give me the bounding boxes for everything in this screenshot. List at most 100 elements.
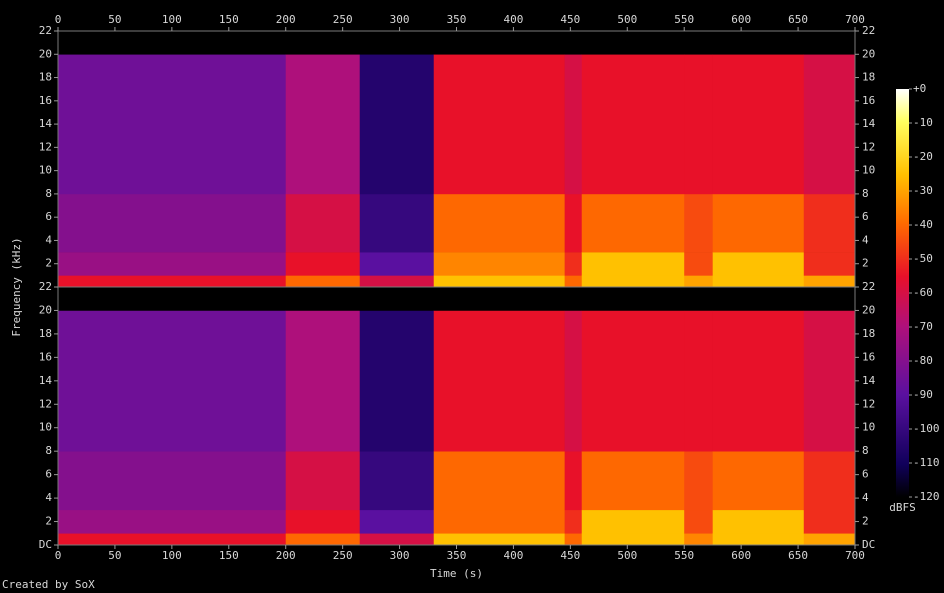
x-tick-label: 300 [390, 13, 410, 26]
cell [285, 287, 361, 311]
x-axis-label: Time (s) [430, 567, 483, 580]
cell [58, 451, 287, 511]
cell [712, 509, 805, 534]
y-tick-label: 8 [45, 187, 52, 200]
cell [58, 287, 287, 311]
y-tick-label: 12 [39, 397, 52, 410]
y-tick-label: 14 [39, 117, 53, 130]
cell [433, 310, 565, 452]
cell [58, 509, 287, 534]
x-tick-label: 700 [845, 549, 865, 562]
x-tick-label: 250 [333, 549, 353, 562]
cell [433, 31, 565, 55]
y-tick-label: 18 [862, 71, 875, 84]
cell [684, 533, 713, 546]
cell [285, 54, 361, 195]
cell [564, 275, 583, 288]
y-tick-label: 12 [862, 397, 875, 410]
cell [359, 31, 435, 55]
colorbar-tick-label: -80 [913, 354, 933, 367]
colorbar-tick-label: -40 [913, 218, 933, 231]
y-tick-label: 2 [862, 515, 869, 528]
colorbar-tick-label: +0 [913, 82, 926, 95]
cell [712, 533, 805, 546]
cell [564, 451, 583, 511]
x-tick-label: 500 [617, 549, 637, 562]
cell [433, 275, 565, 288]
cell [433, 533, 565, 546]
cell [285, 193, 361, 253]
y-tick-label: 10 [862, 421, 875, 434]
cell [712, 193, 805, 253]
y-tick-label: 10 [862, 164, 875, 177]
y-tick-label: 6 [862, 468, 869, 481]
y-tick-label: 6 [45, 468, 52, 481]
y-tick-label: 10 [39, 421, 52, 434]
x-tick-label: 550 [674, 549, 694, 562]
cell [359, 54, 435, 195]
y-tick-label: 2 [45, 257, 52, 270]
cell [581, 275, 685, 288]
y-tick-label: 22 [39, 24, 52, 37]
x-tick-label: 450 [560, 13, 580, 26]
cell [58, 193, 287, 253]
cell [285, 252, 361, 276]
y-tick-label: 20 [862, 47, 875, 60]
y-tick-label: 18 [39, 327, 52, 340]
cell [359, 287, 435, 311]
cell [684, 252, 713, 276]
colorbar-tick-label: -120 [913, 490, 940, 503]
cell [359, 533, 435, 546]
y-tick-label: 8 [862, 444, 869, 457]
y-tick-label: 2 [45, 515, 52, 528]
x-tick-label: 700 [845, 13, 865, 26]
cell [285, 310, 361, 452]
cell [803, 451, 856, 511]
colorbar-tick-label: -70 [913, 320, 933, 333]
x-tick-label: 350 [447, 13, 467, 26]
y-tick-label: 8 [45, 444, 52, 457]
y-tick-label: 16 [862, 94, 875, 107]
cell [359, 451, 435, 511]
y-tick-label: 4 [45, 233, 52, 246]
y-tick-label: 18 [862, 327, 875, 340]
x-tick-label: 650 [788, 549, 808, 562]
x-tick-label: 500 [617, 13, 637, 26]
cell [564, 31, 583, 55]
y-tick-label: 10 [39, 164, 52, 177]
cell [581, 252, 685, 276]
colorbar-tick-label: -30 [913, 184, 933, 197]
colorbar-tick-label: -90 [913, 388, 933, 401]
y-tick-label: 8 [862, 187, 869, 200]
x-tick-label: 50 [108, 549, 121, 562]
y-tick-label: 4 [862, 491, 869, 504]
x-tick-label: 300 [390, 549, 410, 562]
y-tick-label: 22 [862, 280, 875, 293]
cell [581, 509, 685, 534]
cell [581, 287, 685, 311]
cell [58, 310, 287, 452]
y-tick-label: DC [39, 538, 52, 551]
y-tick-label: 16 [39, 94, 52, 107]
cell [58, 54, 287, 195]
y-tick-label: 22 [862, 24, 875, 37]
cell [684, 31, 713, 55]
cell [803, 54, 856, 195]
x-tick-label: 450 [560, 549, 580, 562]
cell [433, 287, 565, 311]
y-tick-label: 20 [39, 47, 52, 60]
cell [684, 451, 713, 511]
colorbar [896, 89, 909, 497]
cell [359, 193, 435, 253]
cell [359, 252, 435, 276]
cell [359, 275, 435, 288]
x-tick-label: 600 [731, 549, 751, 562]
cell [803, 509, 856, 534]
y-tick-label: 12 [862, 140, 875, 153]
cell [803, 310, 856, 452]
y-tick-label: 16 [862, 350, 875, 363]
cell [581, 533, 685, 546]
y-tick-label: 12 [39, 140, 52, 153]
y-tick-label: 6 [862, 210, 869, 223]
